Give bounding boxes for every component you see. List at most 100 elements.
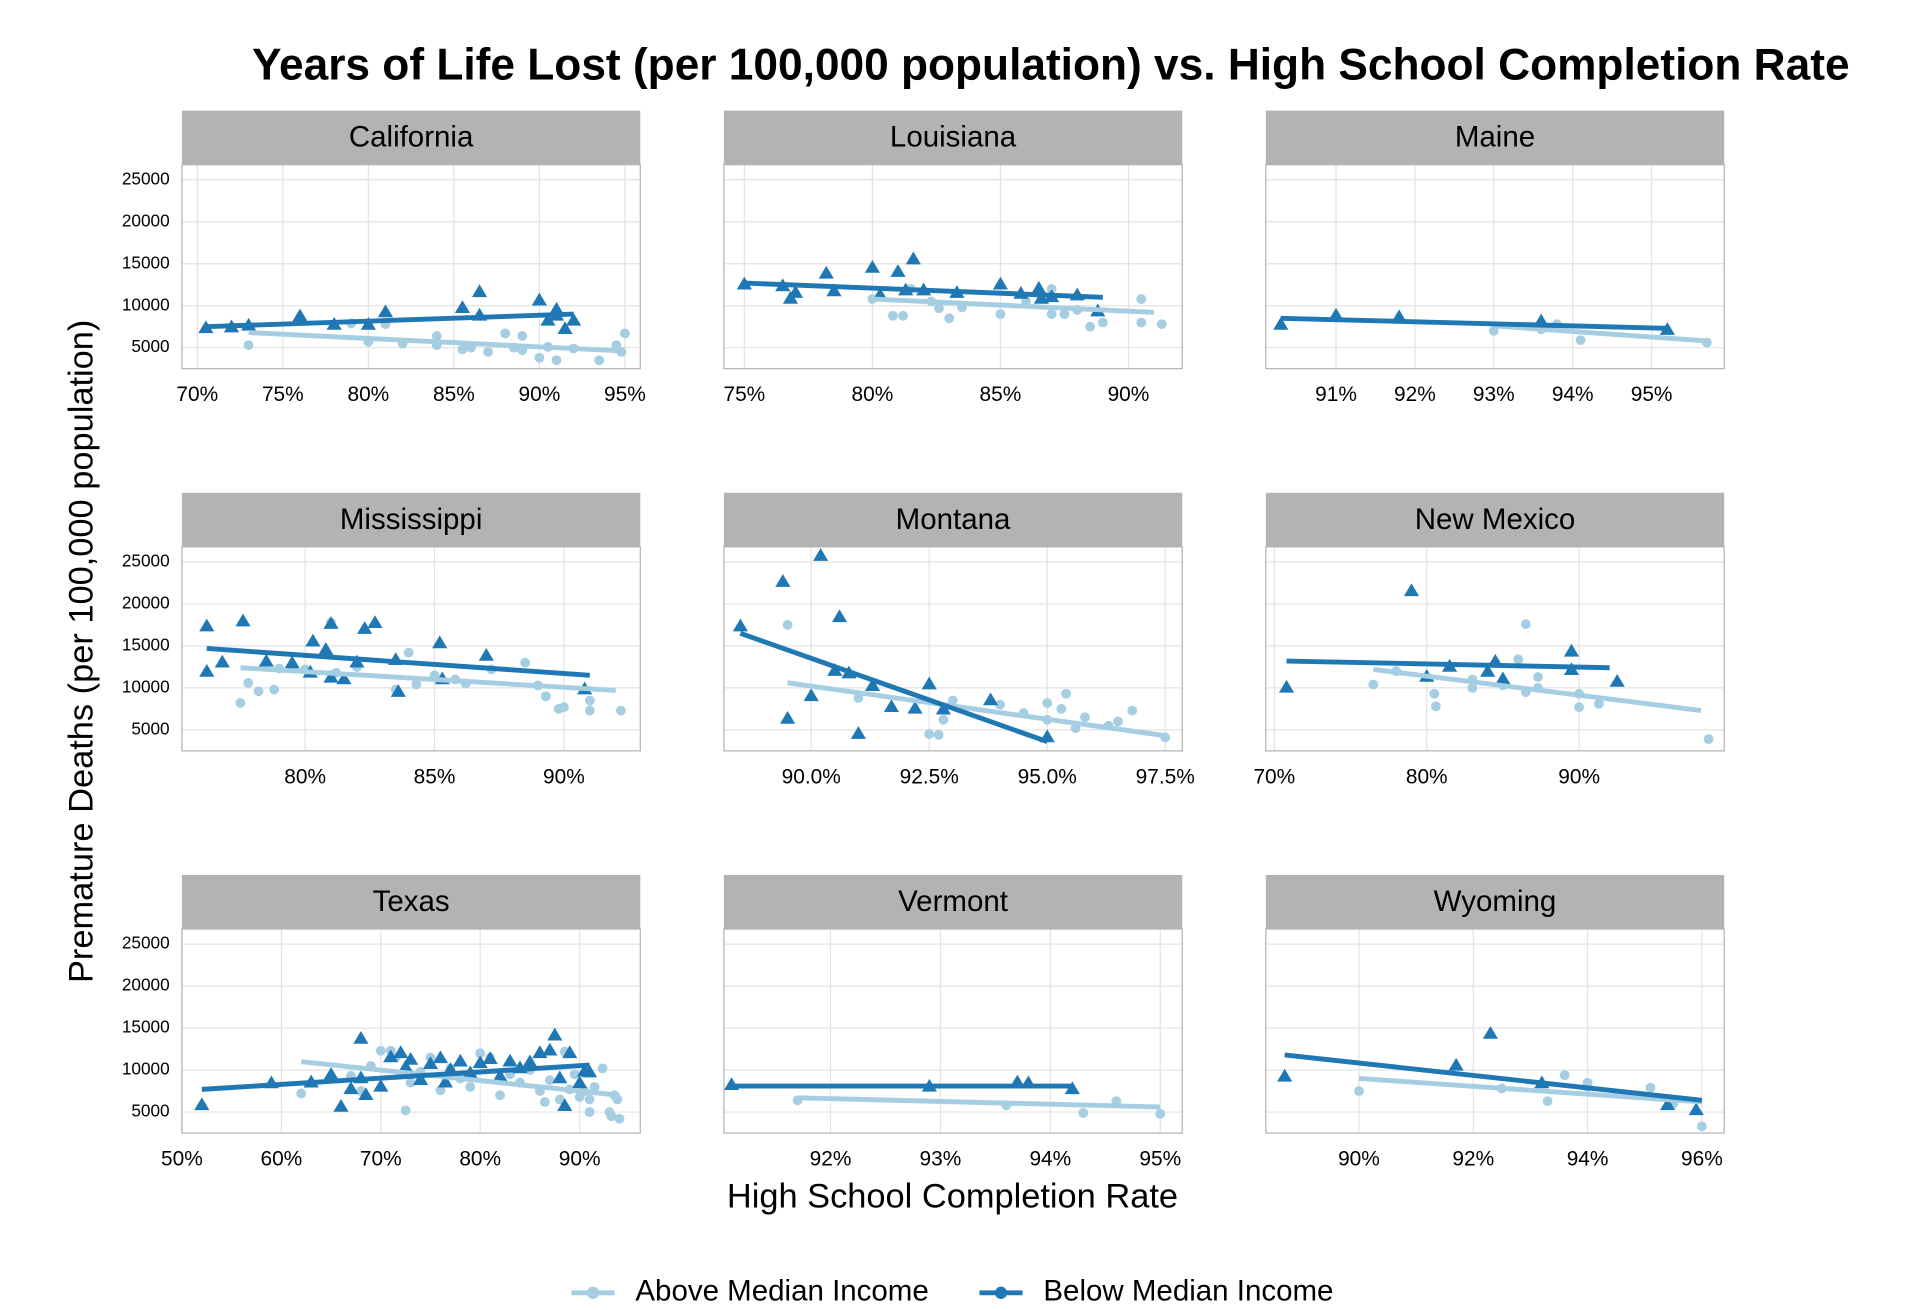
point [540, 691, 551, 702]
point [1031, 280, 1047, 294]
panel-title: Louisiana [890, 121, 1017, 154]
point [1368, 679, 1379, 690]
point [253, 686, 264, 697]
point [1533, 672, 1543, 682]
point [1594, 698, 1604, 709]
point [1495, 671, 1511, 685]
point [1696, 1121, 1707, 1132]
point [921, 676, 937, 690]
point [353, 1031, 369, 1044]
point [597, 1063, 608, 1074]
point [1046, 284, 1057, 294]
point [905, 251, 921, 265]
plot-background [1265, 929, 1725, 1134]
point [803, 688, 819, 702]
point [615, 705, 626, 716]
point [475, 1048, 486, 1059]
point [552, 1070, 568, 1084]
x-tick-label: 92% [810, 1148, 852, 1171]
trend-line [1286, 658, 1610, 671]
trend-line [739, 631, 1049, 744]
point [1520, 619, 1531, 630]
point [1078, 1107, 1089, 1118]
point [534, 352, 545, 363]
point [887, 310, 898, 321]
x-tick-label: 94% [1029, 1148, 1071, 1171]
point [1609, 674, 1625, 687]
x-tick-label: 60% [260, 1148, 302, 1171]
y-tick-label: 5000 [131, 1101, 169, 1121]
strip [723, 110, 1183, 165]
plot-background [181, 929, 641, 1134]
point [1273, 317, 1289, 330]
point [367, 615, 383, 629]
point [318, 642, 334, 655]
panel-title: Maine [1455, 121, 1535, 154]
point [472, 1055, 488, 1069]
y-tick-label: 20000 [122, 975, 170, 995]
x-tick-label: 75% [723, 383, 765, 406]
x-tick-label: 80% [851, 383, 893, 406]
point [818, 265, 834, 279]
point [584, 695, 595, 706]
point [243, 340, 254, 351]
point [305, 633, 321, 647]
trend-line [1493, 323, 1708, 344]
trend-line [787, 680, 1166, 739]
point [412, 1072, 429, 1085]
point [1429, 688, 1440, 699]
point [1136, 317, 1147, 328]
point [1127, 705, 1138, 716]
point [584, 1107, 595, 1117]
point [454, 300, 471, 314]
plot-background [1265, 546, 1725, 751]
point [517, 331, 528, 341]
strip [181, 110, 641, 165]
point [611, 340, 622, 351]
point [194, 1097, 210, 1111]
strip [181, 492, 641, 547]
point [947, 695, 958, 706]
point [934, 303, 944, 314]
trend-line [1358, 1076, 1703, 1105]
point [471, 284, 488, 298]
y-tick-label: 10000 [122, 294, 170, 314]
point [1278, 679, 1295, 693]
x-tick-label: 90% [518, 383, 560, 406]
y-axis-label: Premature Deaths (per 100,000 population… [63, 320, 101, 983]
x-tick-label: 90% [1108, 383, 1150, 406]
point [540, 312, 556, 326]
point [907, 700, 923, 714]
panel-border [1265, 928, 1725, 1134]
point [284, 655, 300, 669]
point [1559, 1070, 1570, 1081]
point [864, 259, 880, 273]
point [1156, 319, 1167, 330]
point [1448, 1057, 1464, 1071]
point [1482, 1025, 1499, 1039]
trend-line [240, 665, 616, 693]
point [619, 328, 630, 339]
legend-key [586, 1286, 600, 1299]
point [373, 1078, 389, 1092]
y-tick-label: 5000 [131, 718, 169, 738]
point [584, 1094, 595, 1105]
strip [1265, 874, 1725, 930]
point [944, 313, 955, 324]
point [531, 292, 547, 306]
panel-title: California [349, 121, 474, 154]
y-tick-label: 20000 [122, 592, 170, 612]
point [831, 609, 848, 623]
trend-line [1284, 1052, 1703, 1103]
y-tick-label: 15000 [122, 634, 170, 654]
point [393, 1045, 409, 1059]
point [890, 264, 906, 277]
y-tick-label: 25000 [122, 168, 170, 188]
point [547, 1027, 563, 1041]
point [1659, 322, 1675, 335]
x-tick-label: 94% [1552, 383, 1594, 406]
y-tick-label: 15000 [122, 1017, 170, 1037]
x-tick-label: 80% [284, 765, 326, 788]
strip [723, 874, 1183, 930]
